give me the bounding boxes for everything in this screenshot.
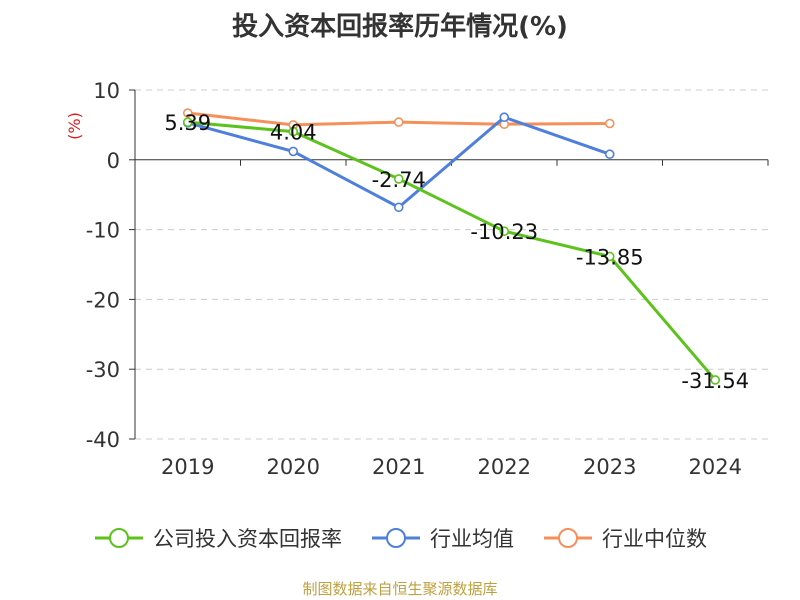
data-point xyxy=(182,108,193,118)
chart-title: 投入资本回报率历年情况(%) xyxy=(232,12,568,42)
x-tick-label: 2024 xyxy=(689,455,742,479)
legend-item[interactable]: 行业中位数 xyxy=(542,523,707,553)
data-label: 5.39 xyxy=(164,111,211,135)
data-point xyxy=(604,149,615,160)
legend-marker-icon xyxy=(95,528,143,548)
data-point xyxy=(499,112,510,123)
legend-label: 行业均值 xyxy=(430,527,514,551)
data-label: -10.23 xyxy=(470,220,538,244)
y-tick-label: 10 xyxy=(93,79,120,103)
data-point xyxy=(288,126,299,137)
data-point xyxy=(604,118,615,129)
data-label: 4.04 xyxy=(270,121,317,145)
x-tick-label: 2019 xyxy=(161,455,214,479)
legend-marker-icon xyxy=(544,528,592,548)
legend-label: 行业中位数 xyxy=(602,527,707,551)
data-point xyxy=(604,251,615,262)
legend-label: 公司投入资本回报率 xyxy=(153,527,342,551)
x-tick-label: 2021 xyxy=(372,455,425,479)
data-point xyxy=(288,146,299,157)
y-tick-label: -30 xyxy=(86,358,120,382)
data-point xyxy=(393,174,404,184)
data-label: -13.85 xyxy=(576,245,644,269)
series-line xyxy=(187,115,611,209)
line-chart: 10 0 -10 -20 -30 -40 2019 2020 2021 2022 2023 2024 (… xyxy=(65,79,769,479)
data-label: -2.74 xyxy=(372,168,426,192)
legend-item[interactable]: 行业均值 xyxy=(370,523,514,553)
y-tick-label: -40 xyxy=(86,428,120,452)
y-tick-label: -20 xyxy=(86,288,120,312)
data-point xyxy=(499,226,510,237)
legend-marker-icon xyxy=(372,528,420,548)
x-tick-label: 2022 xyxy=(478,455,531,479)
data-point xyxy=(182,117,193,127)
series-line xyxy=(187,120,717,381)
y-axis-label: (%) xyxy=(65,112,84,140)
x-tick-label: 2020 xyxy=(267,455,320,479)
legend-item[interactable]: 公司投入资本回报率 xyxy=(93,523,342,553)
y-tick-label: -10 xyxy=(86,219,120,243)
x-tick-label: 2023 xyxy=(583,455,636,479)
data-point xyxy=(393,202,404,213)
data-point xyxy=(393,117,404,127)
y-tick-label: 0 xyxy=(107,149,120,173)
data-label: -31.54 xyxy=(681,369,749,393)
data-point xyxy=(710,375,721,385)
legend: 公司投入资本回报率 行业均值 行业中位数 xyxy=(0,520,800,556)
source-note: 制图数据来自恒生聚源数据库 xyxy=(302,580,498,598)
